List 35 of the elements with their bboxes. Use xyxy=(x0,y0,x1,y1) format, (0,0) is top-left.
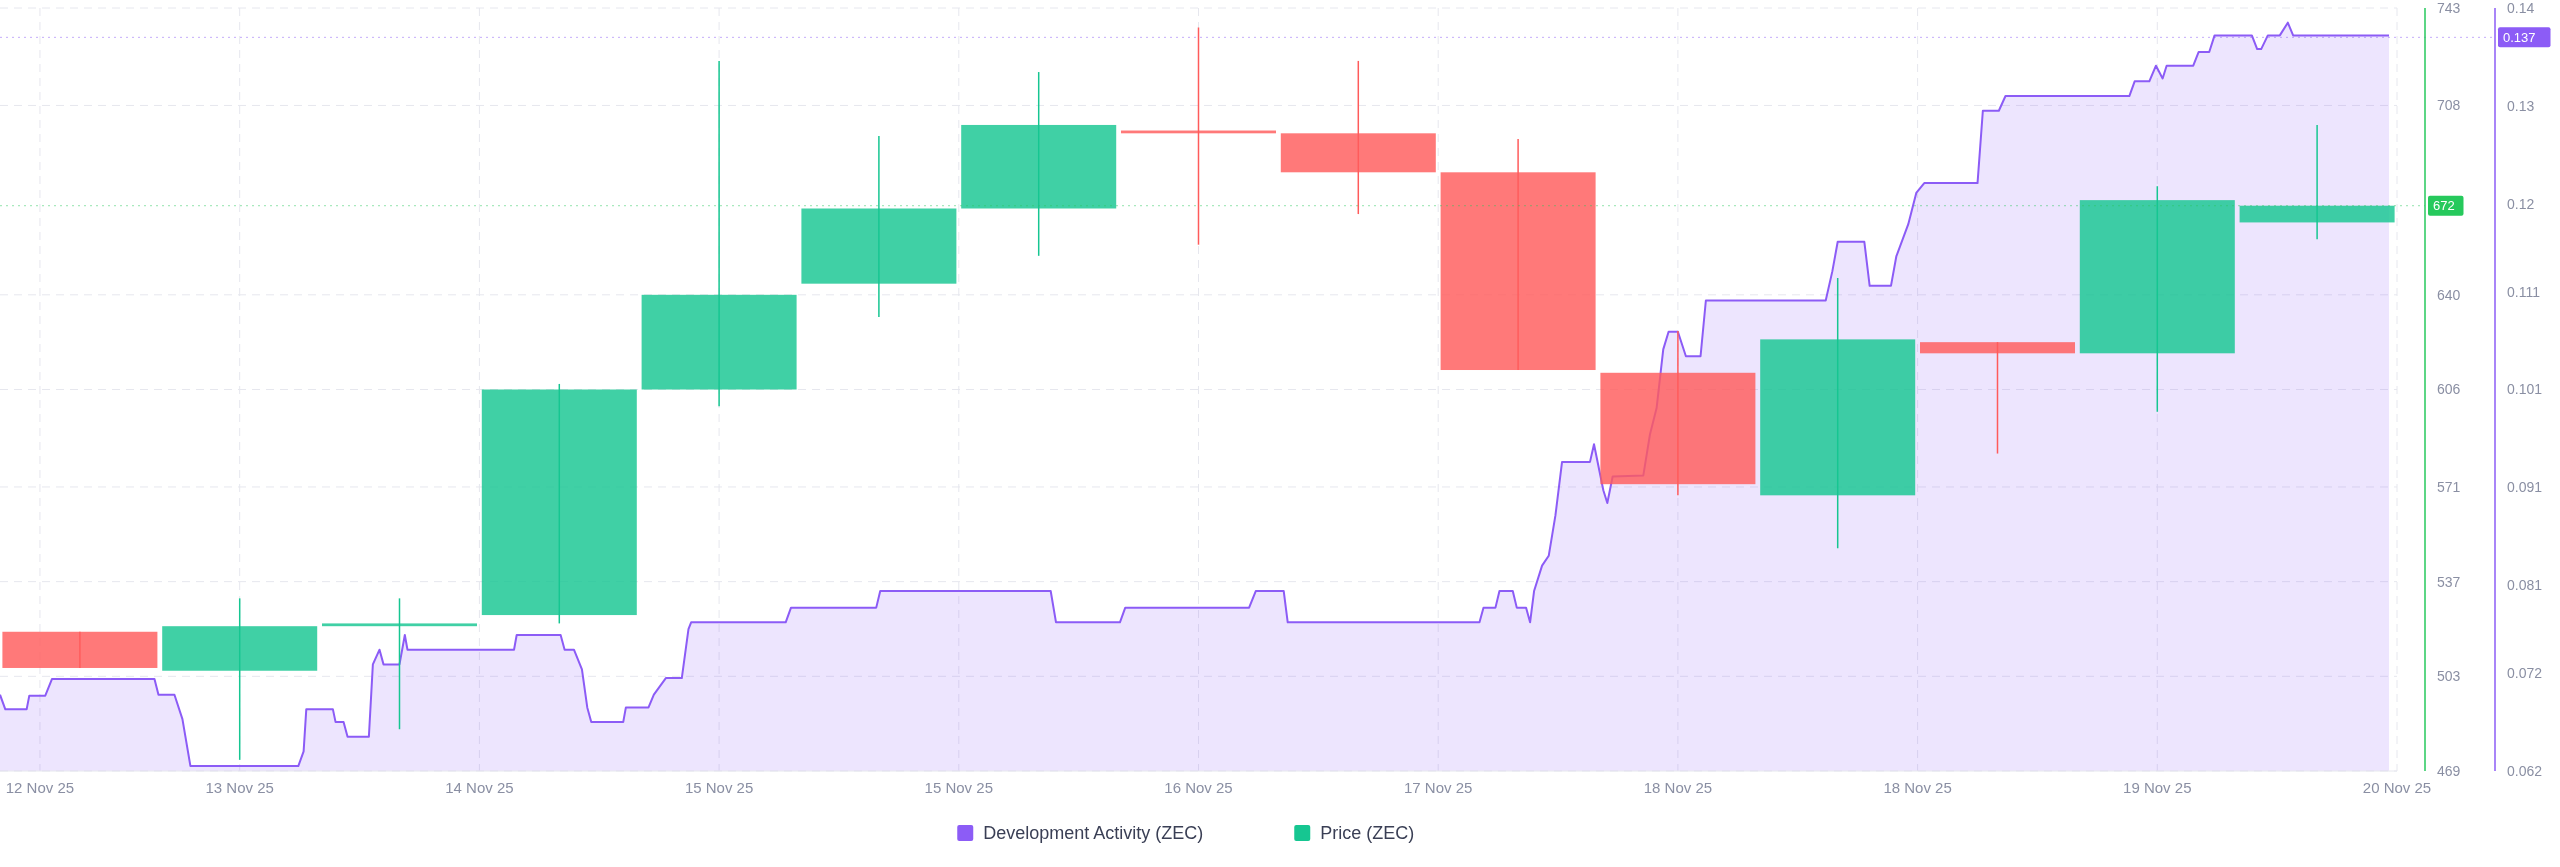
x-tick-label: 14 Nov 25 xyxy=(445,779,514,796)
ref-line-label: 0.137 xyxy=(2503,29,2536,45)
x-tick-label: 15 Nov 25 xyxy=(924,779,993,796)
y2-tick-label: 0.13 xyxy=(2507,97,2535,114)
y-tick-label: 606 xyxy=(2437,381,2461,398)
y-tick-label: 743 xyxy=(2437,0,2461,16)
candlestick xyxy=(322,597,477,730)
y-tick-label: 640 xyxy=(2437,286,2461,303)
candlestick xyxy=(2239,124,2395,240)
x-tick-label: 17 Nov 25 xyxy=(1404,779,1473,796)
y-tick-label: 503 xyxy=(2437,668,2461,685)
y-tick-label: 571 xyxy=(2437,478,2461,495)
x-tick-label: 16 Nov 25 xyxy=(1164,779,1233,796)
x-tick-label: 19 Nov 25 xyxy=(2123,779,2192,796)
y-tick-label: 537 xyxy=(2437,573,2461,590)
y2-tick-label: 0.091 xyxy=(2507,479,2543,496)
y2-tick-label: 0.12 xyxy=(2507,195,2535,212)
y2-tick-label: 0.111 xyxy=(2507,283,2541,300)
x-tick-label: 12 Nov 25 xyxy=(5,779,75,796)
x-tick-label: 18 Nov 25 xyxy=(1883,779,1952,796)
y-tick-label: 469 xyxy=(2437,762,2461,779)
y2-tick-label: 0.14 xyxy=(2507,0,2535,16)
y2-tick-label: 0.081 xyxy=(2507,577,2543,594)
legend-label: Development Activity (ZEC) xyxy=(983,823,1204,844)
y-tick-label: 708 xyxy=(2437,97,2461,114)
y2-tick-label: 0.072 xyxy=(2507,665,2543,682)
legend-label: Price (ZEC) xyxy=(1320,823,1415,844)
x-tick-label: 15 Nov 25 xyxy=(684,779,754,796)
x-tick-label: 13 Nov 25 xyxy=(205,779,274,796)
x-tick-label: 20 Nov 25 xyxy=(2362,779,2432,796)
y2-tick-label: 0.062 xyxy=(2507,762,2543,779)
candlestick xyxy=(1920,341,2076,455)
y2-tick-label: 0.101 xyxy=(2507,381,2543,398)
ref-line-label: 672 xyxy=(2433,198,2455,214)
x-tick-label: 18 Nov 25 xyxy=(1643,779,1713,796)
